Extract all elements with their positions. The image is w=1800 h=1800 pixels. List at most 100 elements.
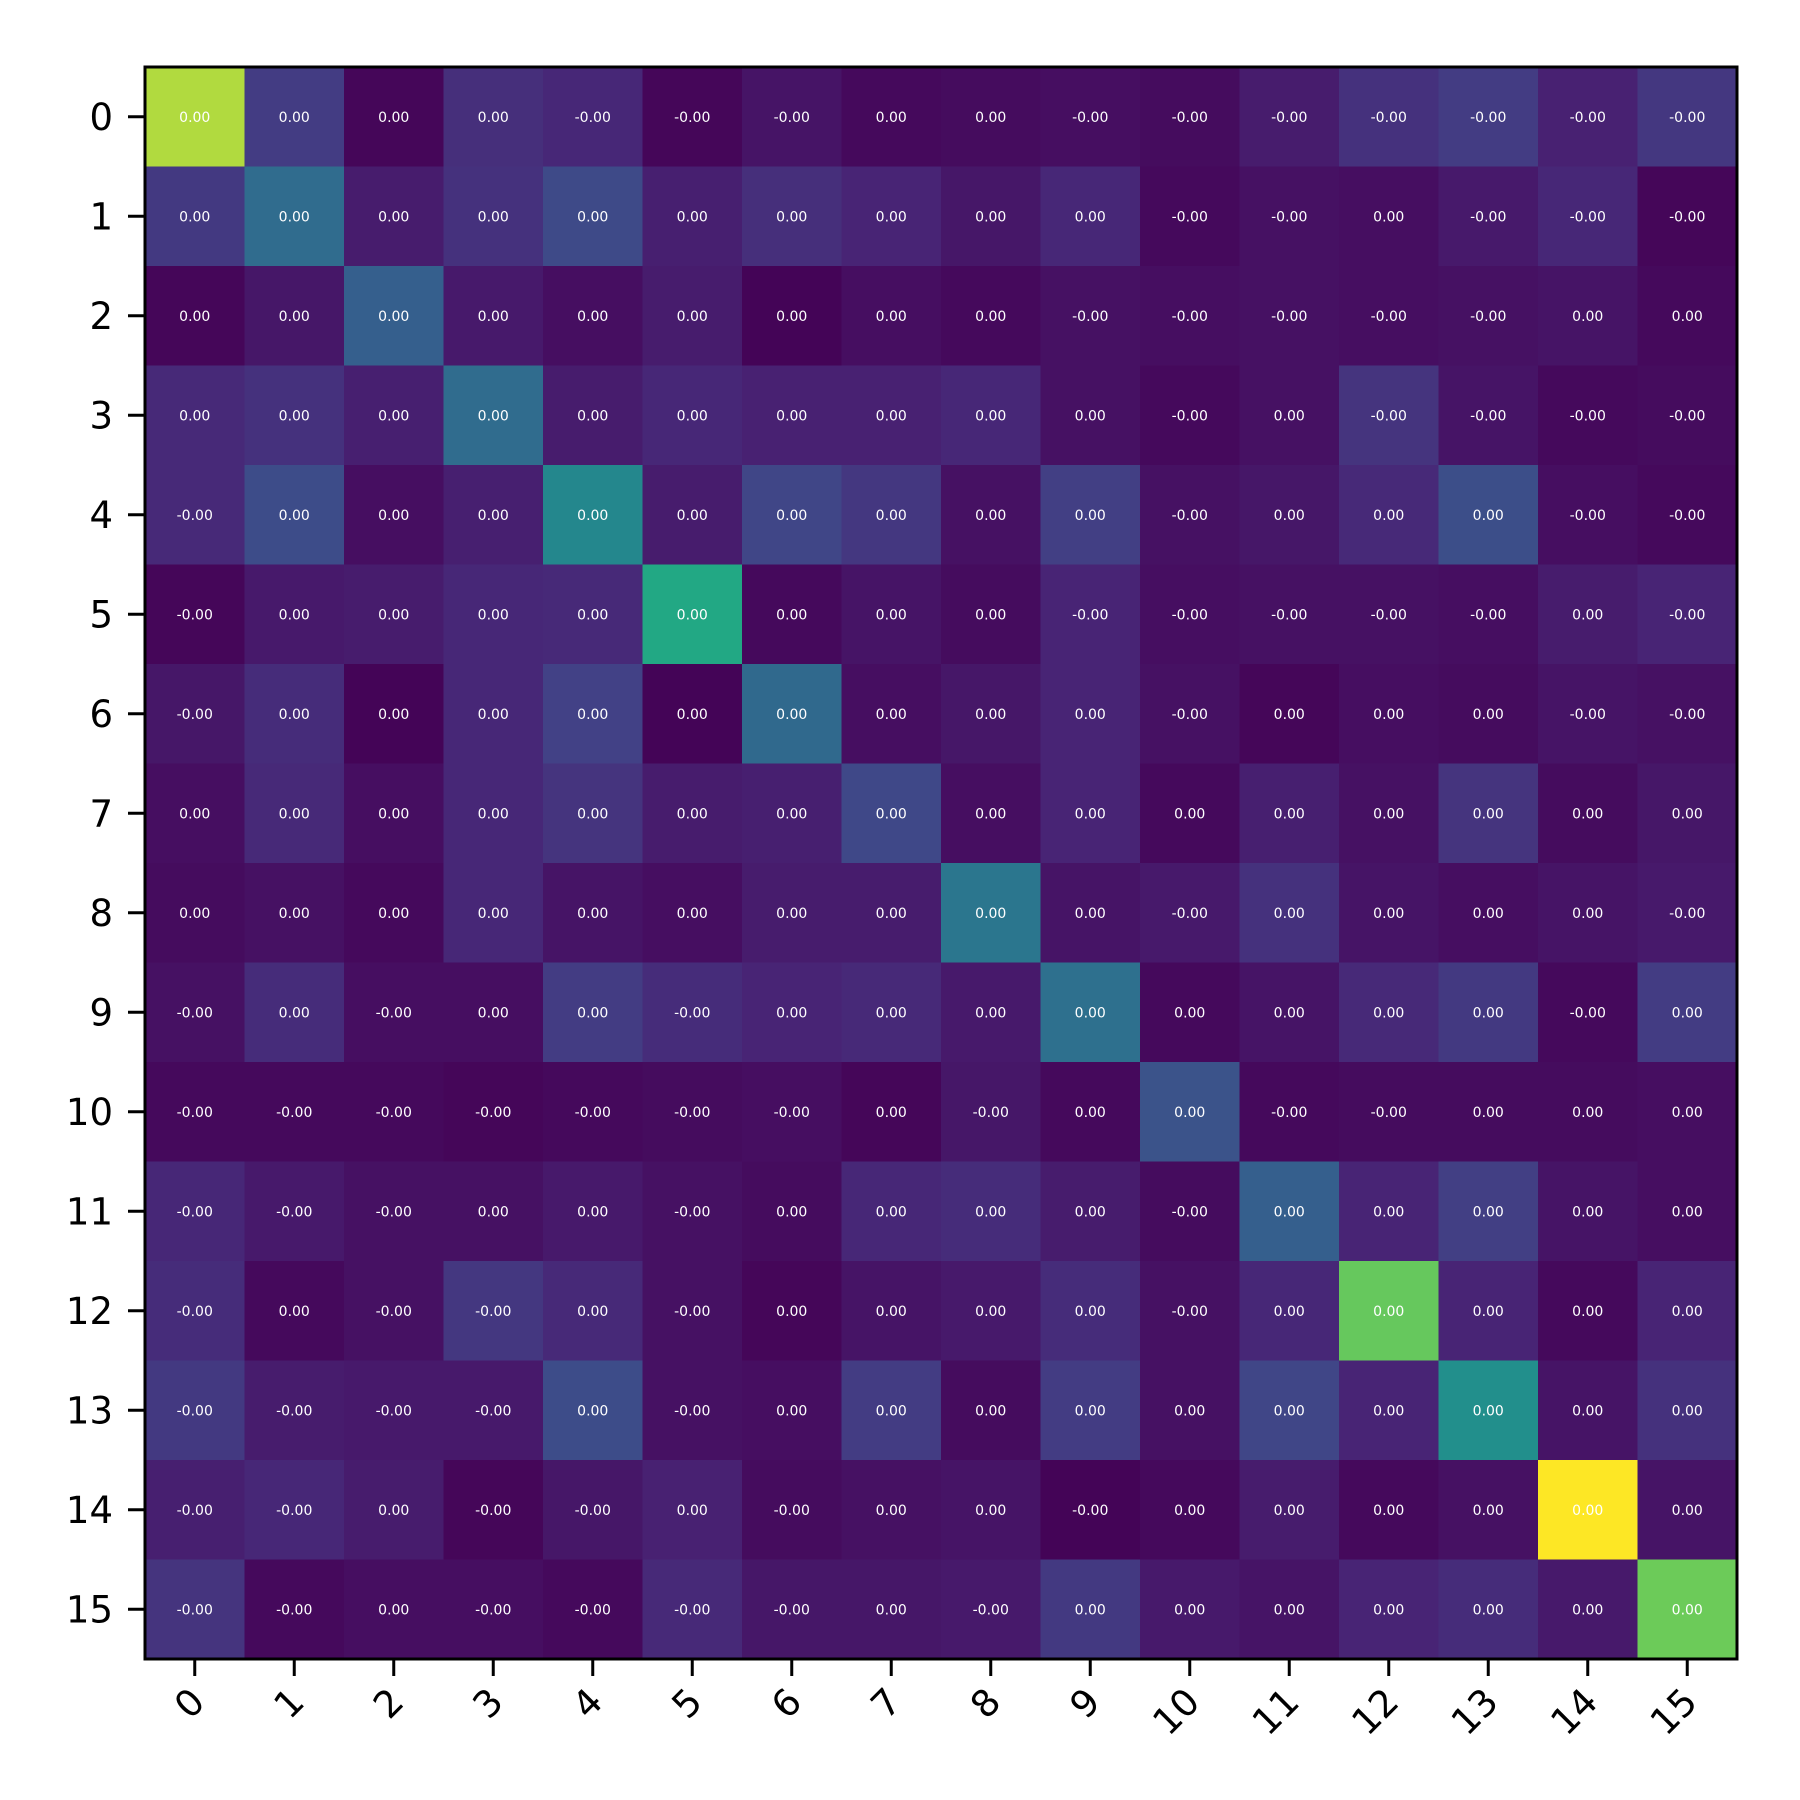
cell-value-label: 0.00: [478, 309, 509, 325]
cell-value-label: -0.00: [177, 508, 213, 524]
cell-value-label: 0.00: [776, 906, 807, 922]
heatmap-cell: [443, 664, 544, 765]
cell-value-label: 0.00: [1373, 707, 1404, 723]
cell-value-label: 0.00: [776, 806, 807, 822]
cell-value-label: 0.00: [478, 1204, 509, 1220]
cell-value-label: -0.00: [177, 1204, 213, 1220]
heatmap-cell: [1637, 1460, 1738, 1561]
cell-value-label: 0.00: [1672, 1204, 1703, 1220]
cell-value-label: 0.00: [677, 707, 708, 723]
cell-value-label: -0.00: [1271, 607, 1307, 623]
cell-value-label: -0.00: [973, 1602, 1009, 1618]
heatmap-cell: [841, 1062, 942, 1163]
cell-value-label: 0.00: [179, 309, 210, 325]
heatmap-cell: [1040, 564, 1141, 665]
cell-value-label: 0.00: [776, 1204, 807, 1220]
cell-value-label: 0.00: [1373, 906, 1404, 922]
cell-value-label: -0.00: [1371, 607, 1407, 623]
heatmap-cell: [1239, 166, 1340, 267]
heatmap-cell: [642, 1062, 743, 1163]
heatmap-cell: [1637, 166, 1738, 267]
cell-value-label: 0.00: [1672, 1503, 1703, 1519]
cell-value-label: 0.00: [1274, 1602, 1305, 1618]
heatmap-cell: [1438, 465, 1539, 566]
cell-value-label: 0.00: [876, 806, 907, 822]
heatmap-cell: [1339, 465, 1440, 566]
cell-value-label: 0.00: [1473, 707, 1504, 723]
heatmap-cell: [443, 564, 544, 665]
cell-value-label: 0.00: [1373, 1403, 1404, 1419]
cell-value-label: 0.00: [1572, 806, 1603, 822]
cell-value-label: 0.00: [378, 508, 409, 524]
heatmap-cell: [1239, 1360, 1340, 1461]
cell-value-label: 0.00: [378, 906, 409, 922]
heatmap-cell: [1140, 365, 1241, 466]
heatmap-cell: [742, 1559, 843, 1660]
cell-value-label: -0.00: [475, 1105, 511, 1121]
cell-value-label: 0.00: [975, 906, 1006, 922]
cell-value-label: 0.00: [577, 906, 608, 922]
heatmap-cell: [443, 266, 544, 367]
heatmap-cell: [742, 1062, 843, 1163]
cell-value-label: -0.00: [1470, 408, 1506, 424]
cell-value-label: 0.00: [478, 508, 509, 524]
cell-value-label: 0.00: [378, 806, 409, 822]
heatmap-cell: [1339, 763, 1440, 864]
heatmap-cell: [1140, 1062, 1241, 1163]
cell-value-label: 0.00: [876, 1602, 907, 1618]
cell-value-label: -0.00: [774, 1105, 810, 1121]
heatmap-cell: [145, 1062, 246, 1163]
cell-value-label: 0.00: [975, 607, 1006, 623]
cell-value-label: 0.00: [1075, 1005, 1106, 1021]
heatmap-cell: [244, 266, 345, 367]
cell-value-label: 0.00: [776, 209, 807, 225]
heatmap-cell: [1637, 465, 1738, 566]
heatmap-cell: [1438, 1062, 1539, 1163]
cell-value-label: -0.00: [1172, 1304, 1208, 1320]
heatmap-cell: [742, 365, 843, 466]
heatmap-cell: [1239, 962, 1340, 1063]
cell-value-label: 0.00: [776, 1403, 807, 1419]
heatmap-cell: [841, 266, 942, 367]
heatmap-cell: [443, 1161, 544, 1262]
heatmap-cell: [941, 1360, 1042, 1461]
heatmap-cell: [1637, 1360, 1738, 1461]
heatmap-cell: [145, 664, 246, 765]
heatmap-cell: [543, 166, 644, 267]
heatmap-cell: [642, 1460, 743, 1561]
cell-value-label: -0.00: [674, 1204, 710, 1220]
cell-value-label: 0.00: [1174, 1602, 1205, 1618]
cell-value-label: 0.00: [1672, 1005, 1703, 1021]
cell-value-label: 0.00: [1373, 1304, 1404, 1320]
heatmap-cell: [1538, 1062, 1639, 1163]
heatmap-cell: [1538, 1261, 1639, 1362]
heatmap-cell: [642, 166, 743, 267]
cell-value-label: -0.00: [1570, 110, 1606, 126]
cell-value-label: 0.00: [478, 707, 509, 723]
heatmap-cell: [1339, 266, 1440, 367]
cell-value-label: 0.00: [577, 1304, 608, 1320]
heatmap-cell: [1538, 1460, 1639, 1561]
heatmap-cell: [1239, 266, 1340, 367]
cell-value-label: 0.00: [677, 607, 708, 623]
x-tick-label: 2: [365, 1680, 412, 1727]
cell-value-label: -0.00: [1470, 607, 1506, 623]
cell-value-label: -0.00: [177, 607, 213, 623]
heatmap-cell: [1438, 166, 1539, 267]
x-tick-label: 4: [564, 1680, 611, 1727]
cell-value-label: 0.00: [378, 309, 409, 325]
cell-value-label: 0.00: [577, 607, 608, 623]
cell-value-label: 0.00: [478, 906, 509, 922]
heatmap-cell: [742, 1161, 843, 1262]
heatmap-cell: [841, 365, 942, 466]
cell-value-label: 0.00: [1572, 906, 1603, 922]
heatmap-cell: [1239, 365, 1340, 466]
y-tick-label: 6: [89, 693, 113, 736]
cell-value-label: 0.00: [776, 707, 807, 723]
cell-value-label: -0.00: [177, 1403, 213, 1419]
cell-value-label: 0.00: [279, 508, 310, 524]
heatmap-cell: [1040, 763, 1141, 864]
cell-value-label: 0.00: [478, 110, 509, 126]
